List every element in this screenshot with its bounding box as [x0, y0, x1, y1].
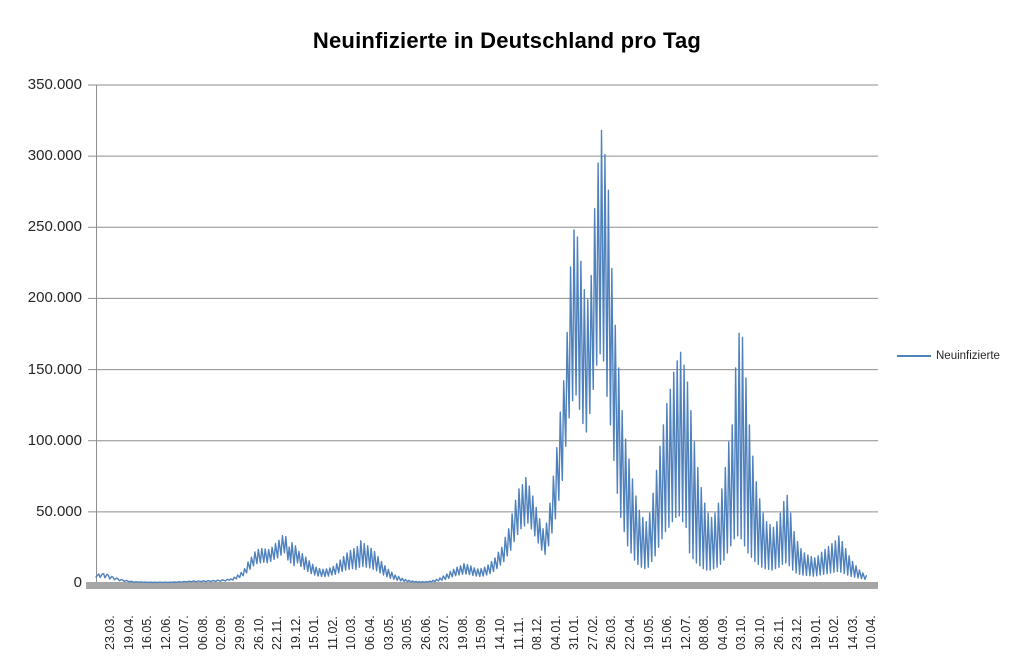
x-axis-tick-label: 02.09. [214, 615, 229, 650]
x-axis-tick-label: 03.10. [734, 615, 749, 650]
x-axis-tick-label: 26.03. [604, 615, 619, 650]
x-axis-tick-label: 22.11. [270, 616, 285, 650]
x-axis-tick-label: 19.12. [288, 615, 303, 650]
x-axis-tick-label: 27.02. [585, 615, 600, 650]
x-axis-baseline-bar [86, 582, 878, 589]
x-axis-tick-label: 14.03. [845, 615, 860, 650]
legend-label: Neuinfizierte [936, 350, 1000, 362]
y-axis-tick-label: 0 [73, 574, 82, 591]
x-axis-tick-label: 15.06. [660, 615, 675, 650]
x-axis-tick-label: 22.04. [622, 615, 637, 650]
x-axis-tick-label: 15.02. [827, 615, 842, 650]
x-axis-tick-label: 30.10. [752, 615, 767, 650]
x-axis-tick-label: 15.01. [307, 615, 322, 650]
x-axis-tick-label: 14.10. [492, 615, 507, 650]
x-axis-tick-label: 26.11. [771, 616, 786, 650]
x-axis-tick-label: 19.04. [121, 615, 136, 650]
chart-title: Neuinfizierte in Deutschland pro Tag [312, 28, 702, 53]
x-axis-tick-label: 04.09. [715, 615, 730, 650]
y-axis-tick-label: 200.000 [27, 289, 82, 307]
y-axis-tick-label: 350.000 [27, 76, 82, 93]
x-axis-tick-label: 08.08. [697, 615, 712, 650]
x-axis-tick-label: 23.12. [790, 615, 805, 650]
x-axis-tick-label: 12.06. [158, 615, 173, 650]
x-axis-tick-label: 08.12. [530, 615, 545, 650]
x-axis-tick-label: 12.07. [678, 615, 693, 650]
y-axis-tick-label: 150.000 [27, 360, 82, 378]
horizontal-gridlines [96, 84, 878, 513]
x-axis-tick-label: 10.07. [177, 615, 192, 650]
x-axis-tick-label: 04.01. [548, 615, 563, 650]
x-axis-tick-label: 29.09. [232, 615, 247, 650]
x-axis-tick-label: 11.02. [325, 616, 340, 650]
x-axis-tick-label: 26.06. [418, 615, 433, 650]
x-axis-tick-label: 23.07. [437, 615, 452, 650]
y-axis-tick-label: 50.000 [36, 502, 82, 520]
series-line-neuinfizierte [95, 129, 868, 584]
x-axis-tick-label: 11.11. [511, 617, 526, 650]
x-axis-tick-label: 19.05. [641, 615, 656, 650]
x-axis-tick-label: 23.03. [103, 615, 117, 650]
x-axis-tick-label: 16.05. [140, 615, 155, 650]
y-axis-tick-label: 100.000 [27, 431, 82, 449]
x-axis-tick-label: 15.09. [474, 615, 489, 650]
y-axis-tick-label: 300.000 [27, 147, 82, 165]
x-axis-tick-label: 26.10. [251, 615, 266, 650]
x-axis-tick-label: 03.05. [381, 615, 396, 650]
x-axis-tick-label: 19.08. [455, 615, 470, 650]
x-axis-tick-label: 06.04. [362, 615, 377, 650]
x-axis-tick-label: 10.04. [864, 615, 879, 650]
x-axis-tick-label: 06.08. [195, 615, 210, 650]
x-axis-tick-label: 19.01. [808, 615, 823, 650]
y-axis-tick-label: 250.000 [27, 218, 82, 236]
x-axis-tick-label: 10.03. [344, 615, 359, 650]
x-axis-tick-label: 31.01. [567, 615, 582, 650]
y-axis-tick-marks [88, 84, 96, 584]
x-axis-tick-label: 30.05. [400, 615, 415, 650]
